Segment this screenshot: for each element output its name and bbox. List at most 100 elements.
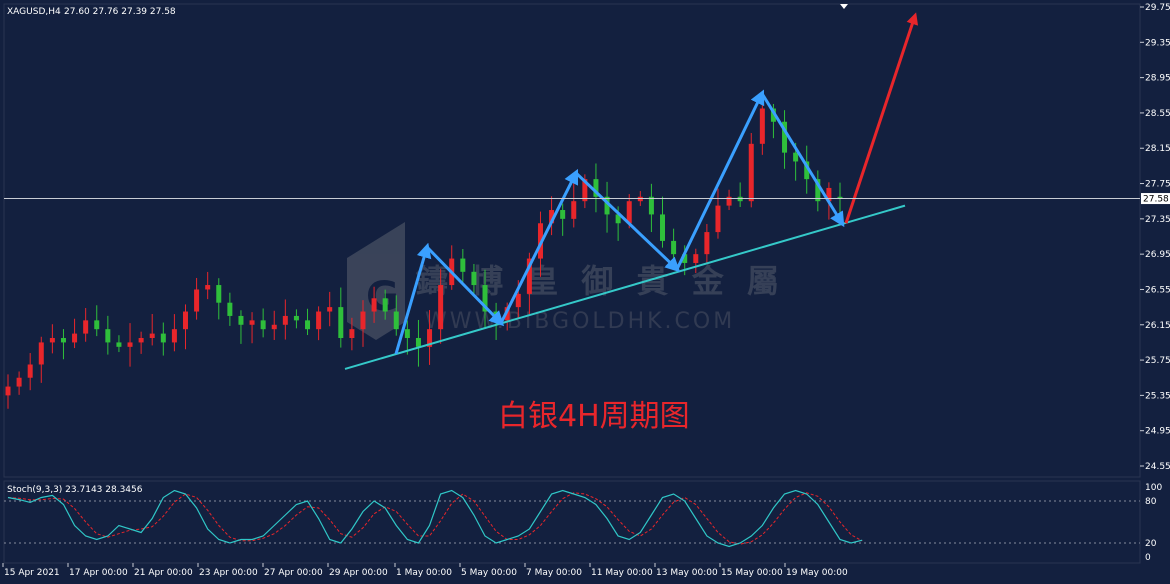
stoch-label: Stoch(9,3,3) 23.7143 28.3456 (7, 485, 143, 495)
stoch-main-line (7, 489, 863, 548)
price-tick-label: 27.75 (1145, 180, 1170, 190)
price-tick-label: 25.35 (1145, 391, 1170, 401)
candle-body (415, 338, 421, 347)
candle-body (249, 320, 255, 325)
candle-body (305, 320, 311, 330)
candle-body (260, 320, 266, 330)
chart-annotation-title: 白银4H周期图 (498, 399, 690, 434)
time-tick-label: 11 May 00:00 (591, 568, 653, 578)
time-axis: 15 Apr 2021 17 Apr 00:00 21 Apr 00:00 23 Ap… (2, 563, 848, 578)
candle-body (27, 364, 33, 378)
stoch-tick-label: 80 (1145, 497, 1157, 507)
candle-body (782, 121, 788, 153)
shift-marker-icon[interactable] (840, 4, 848, 9)
candle-body (72, 333, 78, 343)
candle-body (770, 108, 776, 122)
candle-body (194, 289, 200, 312)
candle-body (427, 329, 433, 347)
price-tick-label: 29.75 (1145, 3, 1170, 13)
stochastic-oscillator (4, 489, 1140, 548)
zigzag-arrow (394, 242, 432, 355)
candle-body (549, 210, 555, 224)
candle-body (238, 315, 244, 325)
price-tick-label: 27.35 (1145, 215, 1170, 225)
current-price-tag: 27.58 (1141, 193, 1170, 205)
candle-body (693, 254, 699, 263)
price-tick-label: 29.35 (1145, 38, 1170, 48)
candle-body (5, 386, 11, 396)
candle-body (826, 187, 832, 202)
current-price-tag-value: 27.58 (1143, 195, 1169, 205)
candle-body (526, 258, 532, 294)
price-tick-label: 24.55 (1145, 462, 1170, 472)
symbol-label: XAGUSD,H4 (7, 7, 61, 17)
stoch-tick-label: 100 (1145, 483, 1162, 493)
candle-body (205, 285, 211, 290)
candle-body (116, 342, 122, 347)
price-tick-label: 28.55 (1145, 109, 1170, 119)
watermark-logo-letter: G (366, 274, 399, 320)
candle-body (660, 214, 666, 241)
candle-body (793, 152, 799, 162)
candle-body (382, 298, 388, 312)
candle-body (60, 338, 66, 343)
overlay-lines (344, 12, 919, 370)
candle-body (49, 338, 55, 343)
candle-body (726, 196, 732, 206)
candle-body (105, 329, 111, 343)
candle-body (571, 201, 577, 219)
time-tick-label: 17 Apr 00:00 (69, 568, 128, 578)
stoch-tick-label: 0 (1145, 553, 1151, 563)
candle-body (460, 258, 466, 272)
price-tick-label: 24.95 (1145, 427, 1170, 437)
price-tick-label: 26.55 (1145, 285, 1170, 295)
candle-body (615, 214, 621, 224)
time-tick-label: 23 Apr 00:00 (199, 568, 258, 578)
time-tick-label: 1 May 00:00 (396, 568, 452, 578)
candle-body (560, 210, 566, 219)
price-tick-label: 28.95 (1145, 74, 1170, 84)
candle-body (316, 311, 322, 330)
candle-body (837, 196, 843, 199)
candlestick-series (5, 96, 843, 409)
candle-body (682, 254, 688, 263)
candle-body (671, 240, 677, 255)
candle-body (182, 311, 188, 330)
candle-body (360, 311, 366, 330)
candle-body (160, 333, 166, 343)
support-trendline (344, 204, 906, 370)
zigzag-arrow (760, 92, 845, 228)
candle-body (293, 315, 299, 321)
time-tick-label: 19 May 00:00 (786, 568, 848, 578)
stoch-panel (3, 480, 1141, 564)
candle-body (815, 179, 821, 202)
candle-body (371, 298, 377, 312)
time-tick-label: 29 Apr 00:00 (329, 568, 388, 578)
time-tick-label: 5 May 00:00 (461, 568, 517, 578)
watermark-logo-icon (347, 222, 405, 340)
candle-body (216, 285, 222, 303)
candle-body (582, 179, 588, 202)
stoch-axis: 100 80 20 0 (1145, 483, 1162, 563)
candle-body (438, 285, 444, 330)
ohlc-readout: 27.60 27.76 27.39 27.58 (64, 7, 176, 17)
time-tick-label: 7 May 00:00 (526, 568, 582, 578)
candle-body (471, 271, 477, 286)
candle-body (271, 324, 277, 330)
watermark-url: WWW.BIBGOLDHK.COM (425, 309, 735, 334)
time-tick-label: 15 Apr 2021 (4, 568, 60, 578)
candle-body (715, 205, 721, 233)
candle-body (16, 377, 22, 387)
candle-body (515, 293, 521, 308)
candle-body (759, 108, 765, 144)
candle-body (593, 179, 599, 197)
candle-body (748, 143, 754, 202)
price-tick-label: 25.75 (1145, 356, 1170, 366)
zigzag-arrow (499, 168, 579, 324)
candle-body (127, 342, 133, 347)
price-tick-label: 28.15 (1145, 144, 1170, 154)
candle-body (282, 315, 288, 325)
forecast-arrow (844, 12, 919, 224)
candle-body (138, 338, 144, 343)
